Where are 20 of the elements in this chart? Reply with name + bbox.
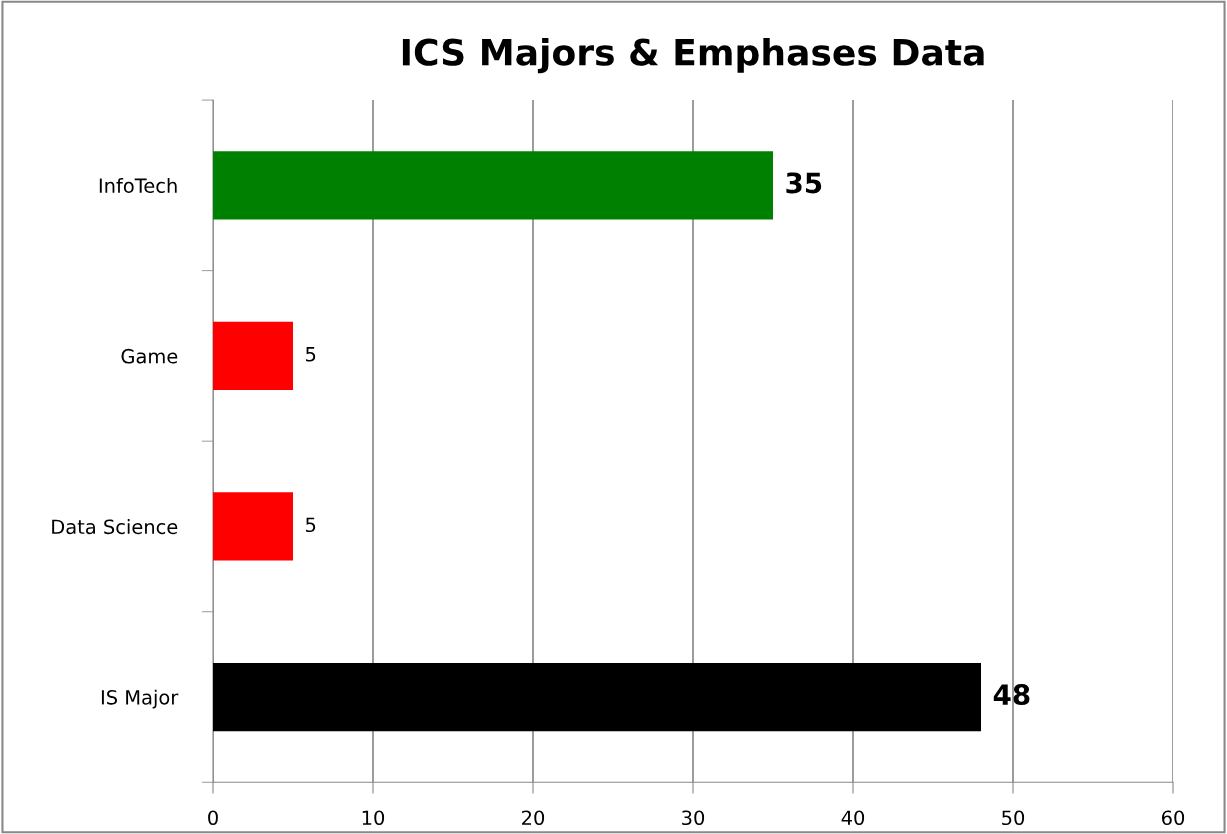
- x-tick-label: 0: [208, 810, 218, 826]
- x-tick-label: 10: [362, 810, 385, 826]
- x-tick-label: 60: [1162, 810, 1185, 826]
- bar: [213, 492, 294, 561]
- y-tick-label: Data Science: [52, 519, 178, 535]
- x-tick-label: 30: [682, 810, 705, 826]
- y-tick-label: InfoTech: [99, 177, 177, 194]
- bar: [213, 662, 982, 732]
- y-tick-label: Game: [121, 348, 178, 364]
- bar: [213, 321, 294, 391]
- data-label: 5: [306, 517, 316, 533]
- x-tick-label: 50: [1002, 810, 1025, 826]
- bar: [213, 151, 774, 220]
- y-tick-label: IS Major: [101, 689, 179, 709]
- x-tick-label: 40: [841, 810, 865, 826]
- x-tick-label: 20: [522, 810, 545, 826]
- chart-title: ICS Majors & Emphases Data: [402, 37, 984, 74]
- data-label: 5: [306, 347, 316, 362]
- data-label: 35: [786, 172, 822, 194]
- data-label: 48: [993, 684, 1030, 706]
